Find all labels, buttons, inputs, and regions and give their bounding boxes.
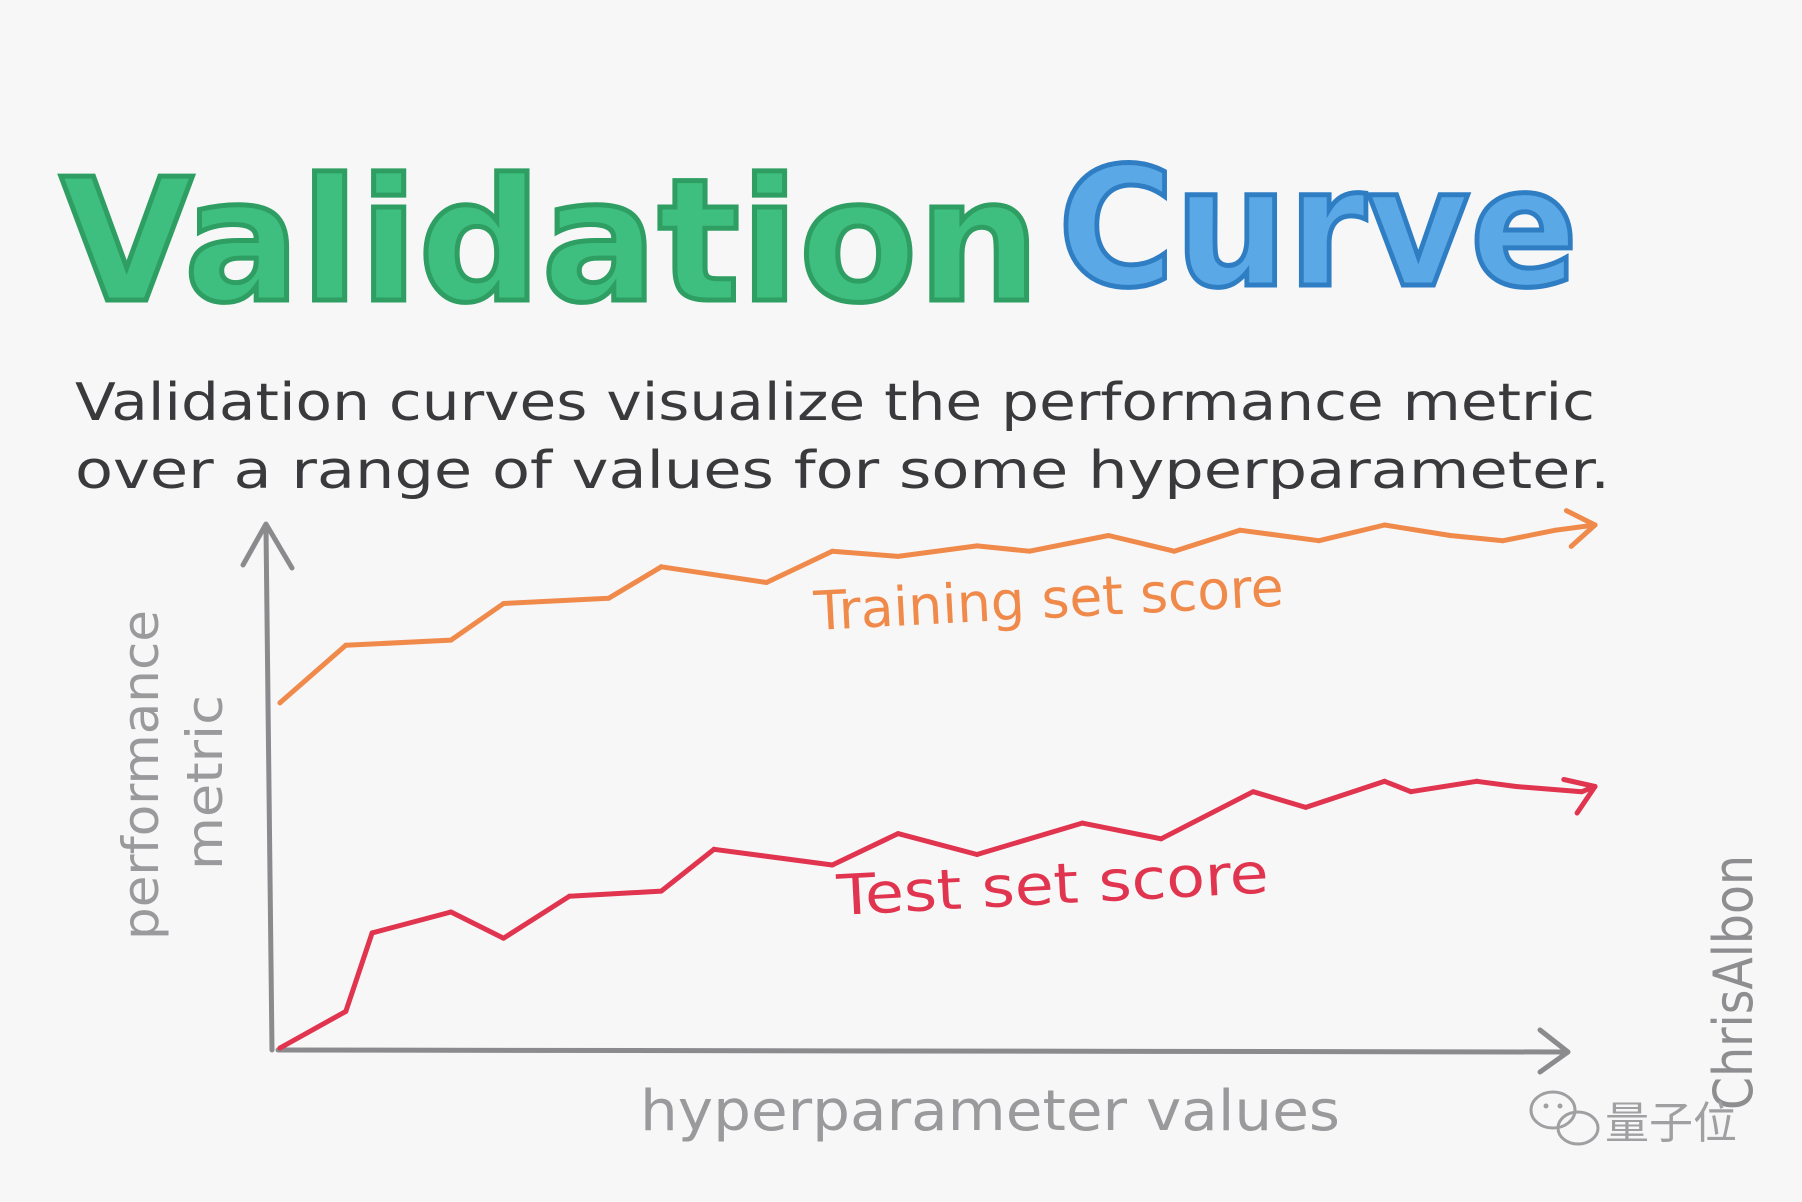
training-score-point-14 — [1316, 538, 1322, 544]
x-axis-label: hyperparameter values — [640, 1079, 1340, 1144]
training-score-point-17 — [1500, 538, 1506, 544]
description-line-2: over a range of values for some hyperpar… — [75, 441, 1610, 501]
test-score-point-5 — [566, 893, 572, 899]
y-axis-arrowhead — [240, 521, 295, 571]
watermark-text: 量子位 — [1605, 1098, 1737, 1149]
title: Validation Curve — [58, 130, 1581, 344]
training-score-point-5 — [658, 564, 664, 570]
training-score-point-12 — [1171, 548, 1177, 554]
test-score-point-3 — [448, 909, 454, 915]
training-score-point-4 — [606, 595, 612, 601]
test-score-point-2 — [369, 930, 375, 936]
test-score-point-18 — [1513, 784, 1519, 789]
x-axis-line — [275, 1047, 1568, 1055]
test-score-arrowhead — [1561, 777, 1598, 816]
test-score-point-4 — [501, 935, 507, 941]
y-axis-label-line-2: metric — [176, 695, 234, 870]
training-score-point-18 — [1553, 527, 1558, 533]
test-series-label: Test set score — [834, 841, 1270, 929]
training-score-point-8 — [895, 553, 901, 559]
title-word-validation: Validation — [60, 143, 1040, 341]
test-score-point-17 — [1474, 778, 1480, 784]
test-score-point-15 — [1382, 778, 1388, 784]
wechat-icon — [1529, 1090, 1600, 1146]
training-score-point-15 — [1382, 522, 1388, 528]
description: Validation curves visualize the performa… — [75, 373, 1610, 501]
training-series-label: Training set score — [811, 555, 1285, 643]
test-score-point-6 — [658, 888, 664, 894]
test-score-point-12 — [1158, 836, 1164, 842]
test-score-point-7 — [711, 846, 717, 852]
y-axis-line — [263, 525, 275, 1053]
training-score-point-9 — [974, 543, 980, 549]
training-score-point-13 — [1237, 527, 1243, 533]
signature: ChrisAlbon — [1702, 855, 1765, 1110]
training-score-line — [277, 522, 1598, 706]
test-score-point-1 — [343, 1008, 349, 1014]
test-score-point-16 — [1408, 789, 1414, 795]
training-score-point-16 — [1447, 533, 1453, 538]
training-score-point-0 — [277, 700, 283, 706]
test-score-point-8 — [829, 862, 835, 868]
series-layer — [277, 508, 1598, 1051]
title-word-curve: Curve — [1058, 132, 1578, 324]
axes — [240, 521, 1571, 1075]
x-axis-arrowhead — [1537, 1027, 1571, 1075]
test-score-point-9 — [895, 831, 901, 837]
y-axis-label-line-1: performance — [112, 610, 170, 940]
test-score-point-11 — [1079, 820, 1085, 826]
training-score-point-1 — [343, 642, 349, 648]
training-score-point-11 — [1106, 533, 1111, 538]
test-score-point-10 — [974, 852, 980, 857]
training-score-point-3 — [501, 601, 507, 606]
test-score-point-20 — [1592, 784, 1598, 789]
test-score-point-19 — [1579, 789, 1585, 795]
test-score-point-14 — [1303, 804, 1309, 810]
test-score-point-13 — [1250, 789, 1256, 795]
training-score-point-7 — [829, 548, 835, 554]
training-score-point-6 — [764, 580, 769, 585]
test-score-point-0 — [277, 1045, 283, 1051]
training-score-point-19 — [1592, 522, 1598, 528]
training-score-point-10 — [1027, 548, 1032, 554]
axis-labels: performance metric hyperparameter values — [112, 610, 1340, 1144]
description-line-1: Validation curves visualize the performa… — [75, 373, 1595, 433]
training-score-point-2 — [448, 637, 454, 643]
watermark: 量子位 — [1529, 1090, 1737, 1149]
